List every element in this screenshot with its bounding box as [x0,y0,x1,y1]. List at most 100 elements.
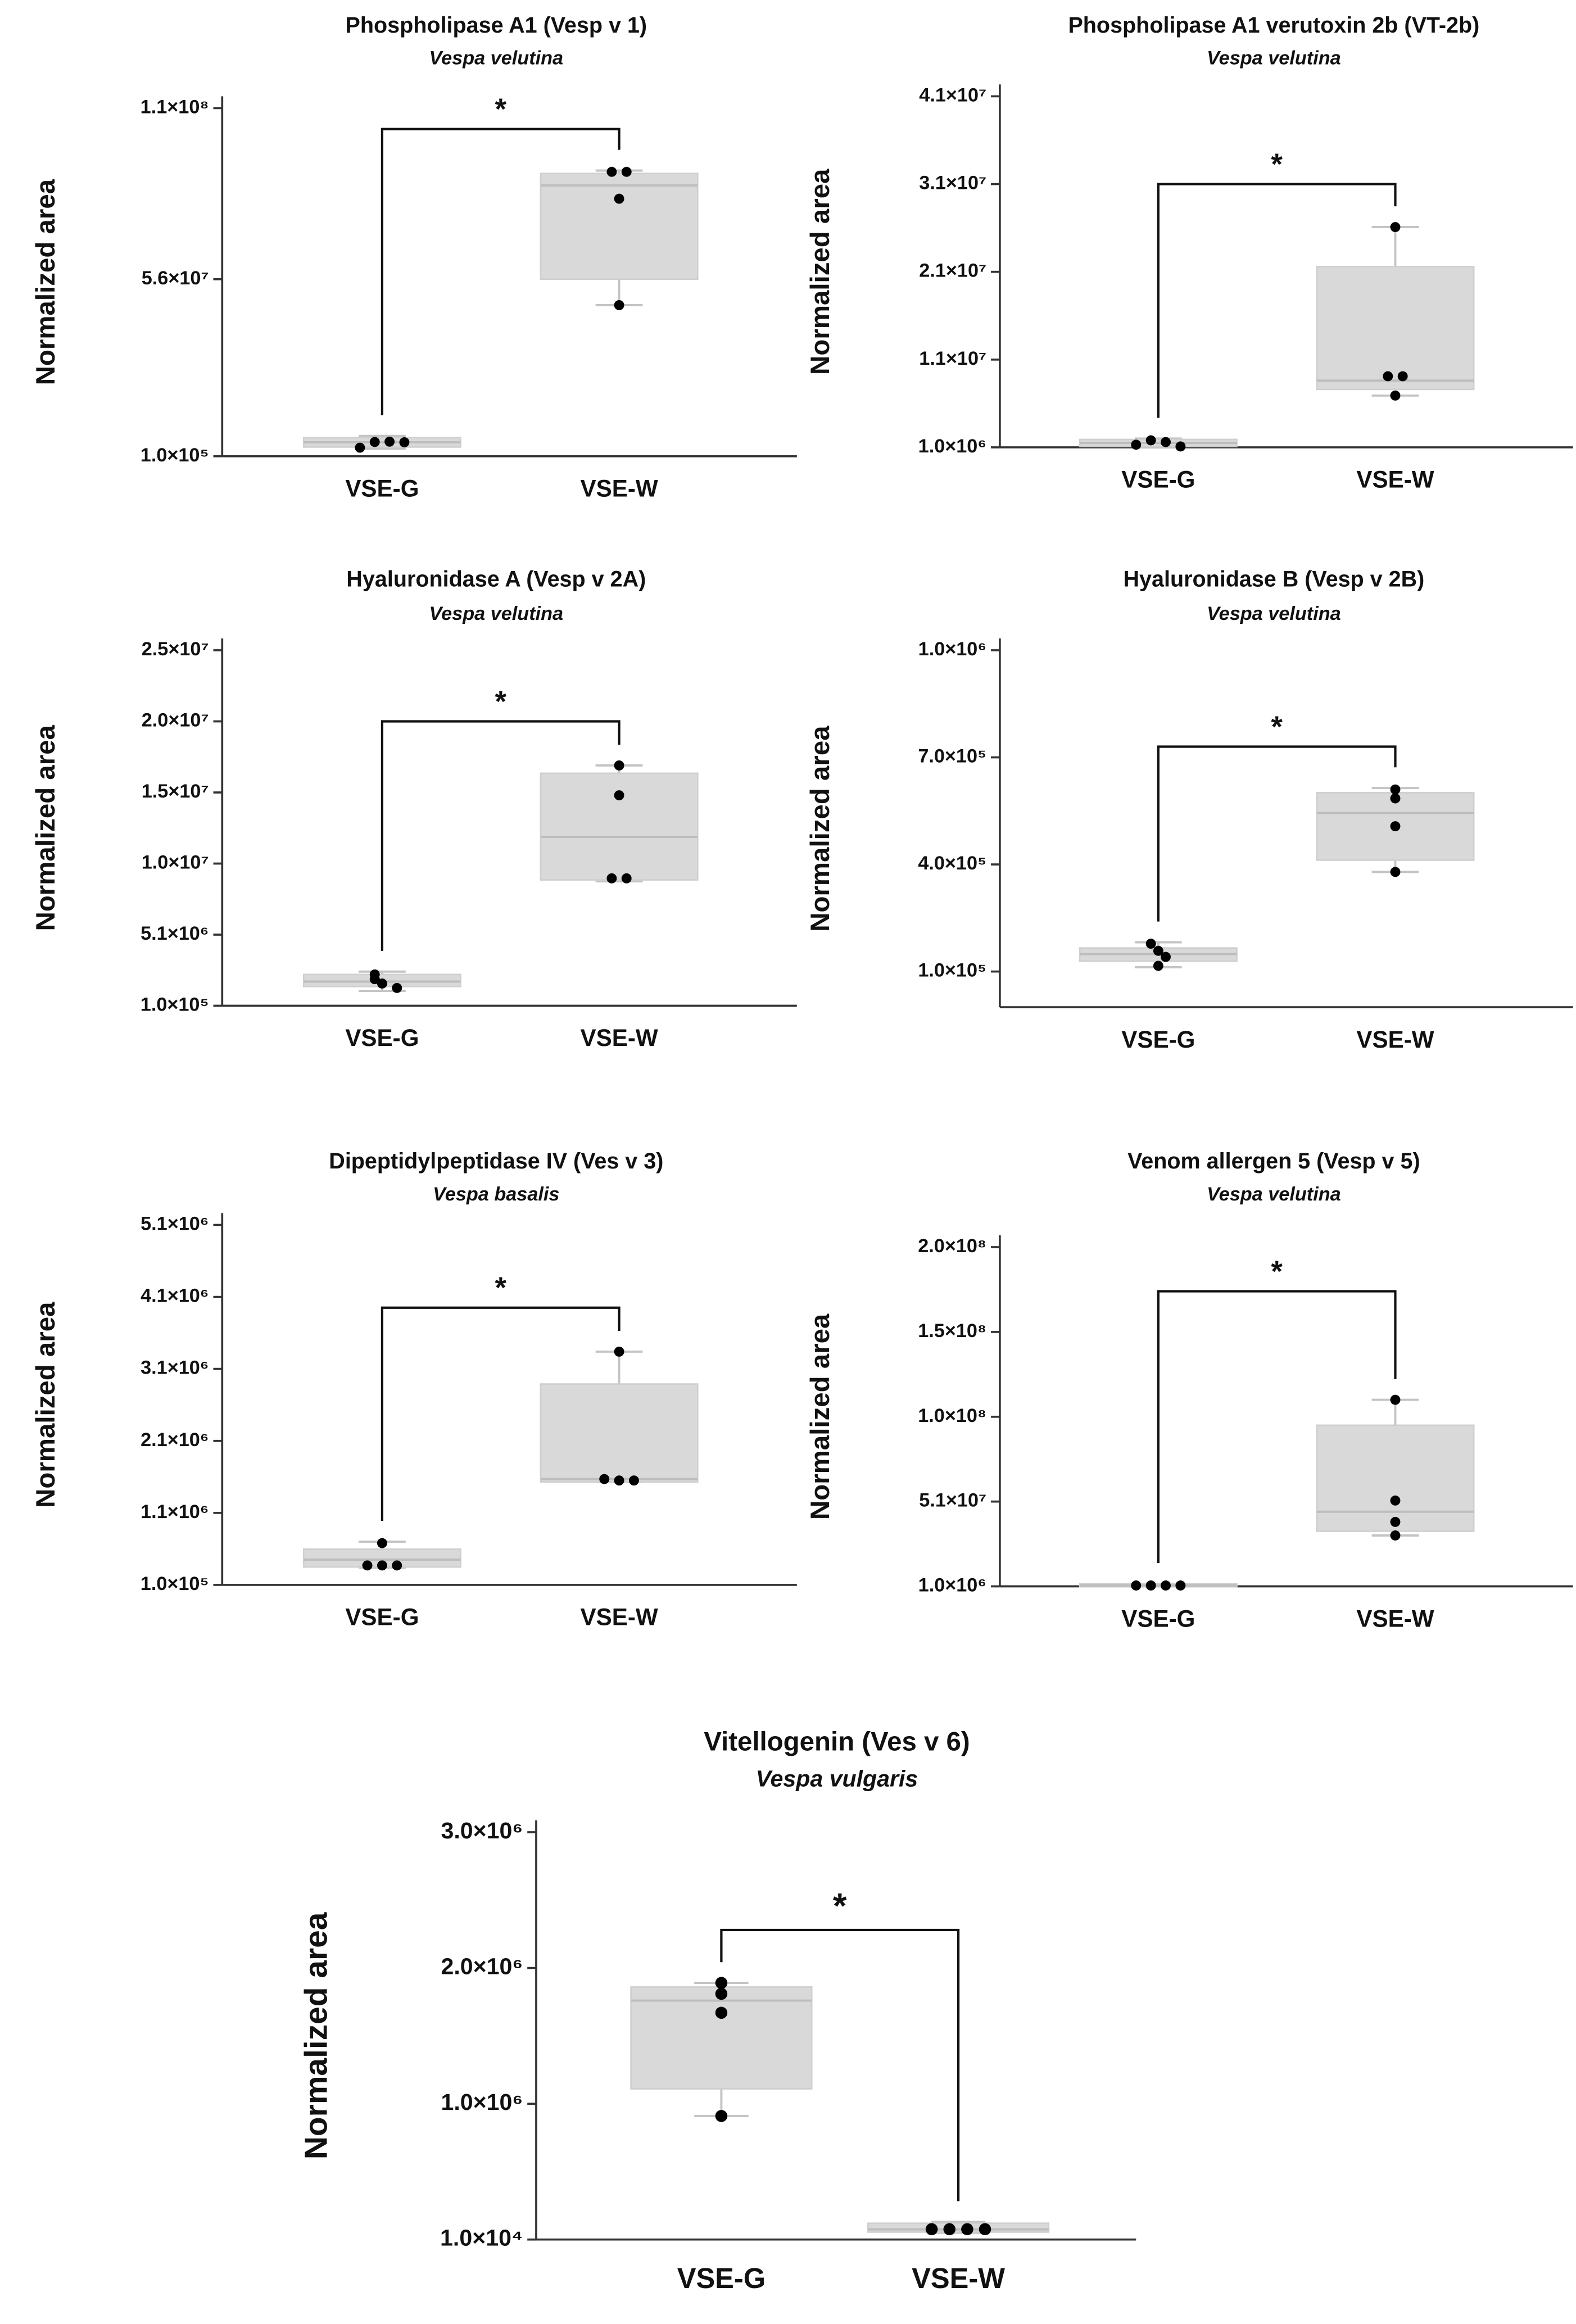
x-tick-label: VSE-W [1356,1605,1434,1632]
y-tick-label: 1.0×10⁶ [918,1575,986,1596]
chart-subtitle: Vespa velutina [1207,48,1341,69]
chart-subtitle: Vespa velutina [429,48,564,69]
y-tick-label: 2.0×10⁶ [441,1953,523,1979]
y-tick-label: 1.0×10⁵ [141,994,209,1016]
y-tick-label: 1.5×10⁸ [918,1320,986,1342]
data-point [1397,371,1408,382]
data-point [1145,435,1156,446]
data-point [377,1560,387,1571]
data-point [1161,952,1171,962]
significance-bracket [720,1928,960,2201]
significance-label: * [495,93,506,126]
data-point [362,1560,373,1571]
chart-subtitle: Vespa velutina [1207,603,1341,624]
x-tick-label: VSE-G [345,475,419,502]
data-point [606,873,617,884]
data-point [614,790,624,801]
data-point [392,982,402,993]
x-tick-label: VSE-G [345,1025,419,1051]
significance-label: * [833,1887,847,1926]
significance-label: * [1271,1255,1283,1288]
data-point [715,2006,728,2019]
data-point [1153,961,1163,971]
data-point [715,2110,728,2122]
data-point [628,1475,639,1486]
data-point [1153,945,1163,956]
data-point [1161,437,1171,447]
data-point [614,1475,624,1486]
data-point [1145,1580,1156,1591]
box [1316,1424,1475,1532]
y-tick-label: 1.0×10⁶ [918,436,986,457]
data-point [1390,867,1401,877]
data-point [614,1346,624,1357]
significance-label: * [1271,148,1283,181]
significance-label: * [495,685,506,718]
y-tick-label: 5.1×10⁶ [141,923,209,944]
y-tick-label: 4.1×10⁷ [919,84,986,106]
box [540,1383,699,1483]
data-point [1161,1580,1171,1591]
x-tick-label: VSE-W [1356,466,1434,493]
y-axis-label: Normalized area [805,169,835,375]
data-point [369,974,380,985]
data-point [369,437,380,447]
data-point [1390,222,1401,232]
y-tick-label: 4.0×10⁵ [918,853,986,874]
y-axis-label: Normalized area [805,726,835,932]
y-tick-label: 1.1×10⁷ [919,348,986,369]
x-tick-label: VSE-W [580,475,658,502]
data-point [715,1977,728,1989]
box [540,173,699,280]
y-axis-label: Normalized area [31,1302,61,1508]
data-point [1390,784,1401,795]
data-point [355,442,365,453]
y-tick-label: 1.0×10⁵ [918,960,986,981]
data-point [1145,939,1156,949]
data-point [1390,821,1401,832]
data-point [715,1987,728,2000]
y-tick-label: 5.6×10⁷ [142,268,209,289]
x-tick-label: VSE-G [1121,1605,1195,1632]
y-tick-label: 1.0×10⁶ [918,638,986,660]
y-tick-label: 3.0×10⁶ [441,1818,523,1843]
y-tick-label: 1.5×10⁷ [142,781,209,802]
chart-subtitle: Vespa velutina [1207,1184,1341,1205]
data-point [392,1560,402,1571]
box [630,1986,813,2090]
significance-bracket [381,720,621,951]
data-point [621,873,632,884]
chart-subtitle: Vespa vulgaris [756,1766,918,1792]
x-tick-label: VSE-G [1121,466,1195,493]
data-point [377,1538,387,1548]
y-tick-label: 2.5×10⁷ [142,638,209,660]
data-point [1131,1580,1142,1591]
data-point [614,193,624,204]
y-axis-label: Normalized area [31,179,61,385]
y-tick-label: 5.1×10⁶ [141,1213,209,1235]
data-point [614,760,624,771]
significance-bracket [381,1306,621,1521]
y-axis-label: Normalized area [31,724,61,931]
significance-bracket [381,128,621,415]
data-point [599,1474,610,1484]
significance-label: * [495,1271,506,1304]
y-tick-label: 1.0×10⁷ [142,852,209,873]
data-point [1390,1530,1401,1541]
significance-label: * [1271,710,1283,744]
chart-title: Hyaluronidase B (Vesp v 2B) [1123,567,1424,592]
data-point [943,2223,956,2236]
x-tick-label: VSE-W [580,1025,658,1051]
y-tick-label: 7.0×10⁵ [918,746,986,767]
x-tick-label: VSE-G [345,1604,419,1630]
y-tick-label: 4.1×10⁶ [141,1285,209,1307]
data-point [606,166,617,177]
data-point [1390,1394,1401,1405]
y-axis-label: Normalized area [805,1313,835,1520]
box [1316,265,1475,391]
x-tick-label: VSE-G [677,2262,766,2294]
data-point [384,436,395,447]
data-point [614,300,624,310]
data-point [1390,1495,1401,1506]
